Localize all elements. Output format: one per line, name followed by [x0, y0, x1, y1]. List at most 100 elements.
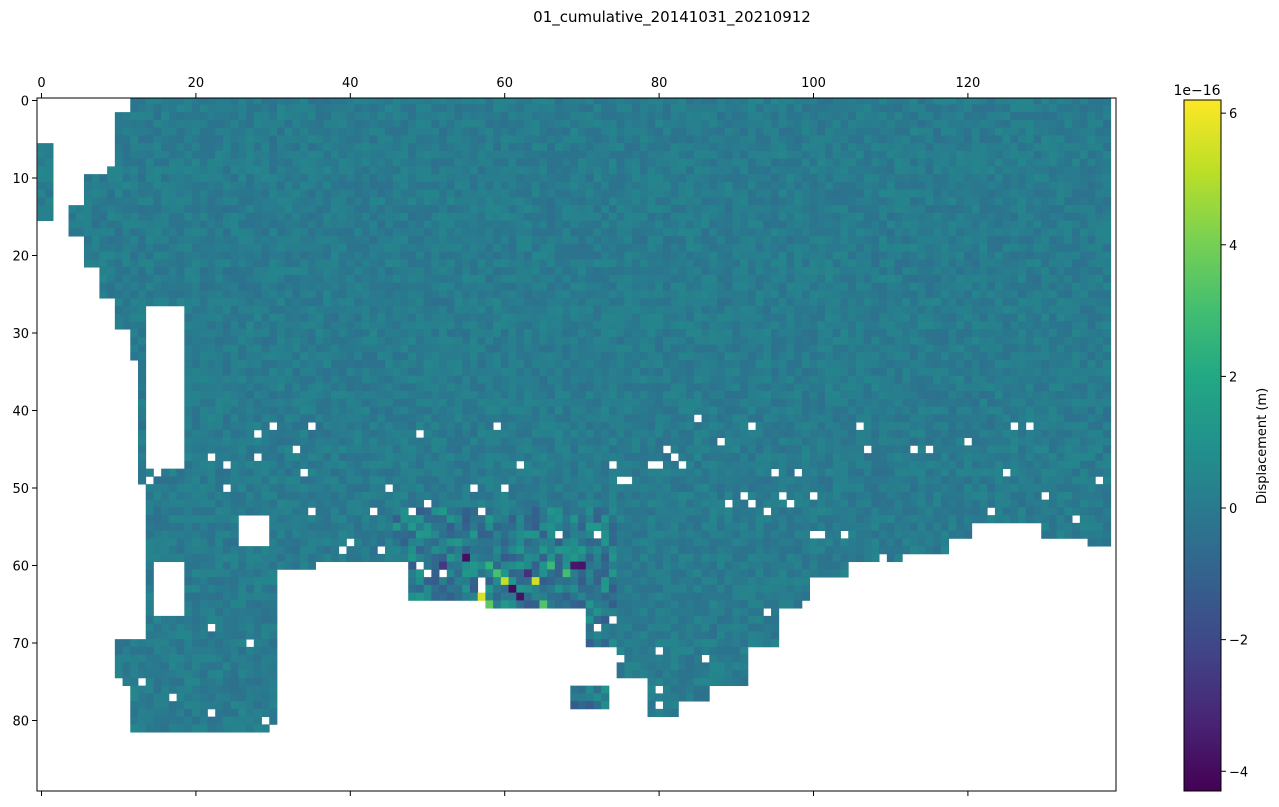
heatmap-cell — [138, 112, 147, 121]
heatmap-cell — [554, 166, 563, 175]
heatmap-cell — [1072, 212, 1081, 222]
heatmap-cell — [68, 228, 77, 237]
heatmap-cell — [462, 189, 471, 198]
heatmap-cell — [524, 305, 533, 315]
heatmap-cell — [778, 236, 787, 245]
heatmap-cell — [871, 290, 880, 299]
heatmap-cell — [639, 259, 648, 268]
heatmap-cell — [230, 166, 239, 175]
heatmap-cell — [199, 243, 208, 253]
heatmap-cell — [469, 329, 479, 338]
heatmap-cell — [276, 98, 286, 105]
heatmap-cell — [377, 259, 386, 268]
heatmap-cell — [168, 259, 177, 268]
heatmap-cell — [1095, 98, 1104, 105]
heatmap-cell — [207, 243, 216, 253]
heatmap-cell — [408, 98, 417, 105]
heatmap-cell — [686, 259, 695, 268]
heatmap-cell — [747, 360, 756, 369]
heatmap-cell — [747, 391, 756, 400]
heatmap-cell — [361, 189, 370, 198]
heatmap-cell — [910, 367, 919, 377]
heatmap-cell — [246, 127, 255, 136]
heatmap-cell — [454, 150, 463, 160]
heatmap-cell — [284, 383, 293, 392]
heatmap-cell — [562, 220, 571, 229]
heatmap-cell — [1002, 344, 1011, 353]
heatmap-cell — [161, 158, 170, 167]
heatmap-cell — [956, 150, 965, 160]
heatmap-cell — [400, 158, 409, 167]
heatmap-cell — [1056, 367, 1065, 377]
heatmap-cell — [485, 236, 494, 245]
heatmap-cell — [786, 98, 795, 105]
heatmap-cell — [662, 150, 672, 160]
heatmap-cell — [138, 290, 147, 299]
heatmap-cell — [948, 360, 957, 369]
heatmap-cell — [855, 274, 865, 284]
heatmap-cell — [222, 267, 232, 276]
heatmap-cell — [987, 298, 996, 307]
heatmap-cell — [531, 282, 540, 291]
heatmap-cell — [786, 143, 795, 152]
heatmap-cell — [431, 119, 440, 129]
heatmap-cell — [717, 329, 726, 338]
heatmap-cell — [662, 383, 672, 392]
heatmap-cell — [801, 236, 811, 245]
heatmap-cell — [400, 383, 409, 392]
heatmap-cell — [585, 189, 594, 198]
heatmap-cell — [469, 212, 479, 222]
heatmap-cell — [747, 282, 756, 291]
heatmap-cell — [446, 305, 455, 315]
heatmap-cell — [415, 282, 425, 291]
heatmap-cell — [964, 290, 973, 299]
heatmap-cell — [222, 290, 232, 299]
heatmap-cell — [778, 282, 787, 291]
heatmap-cell — [539, 352, 548, 361]
heatmap-cell — [485, 375, 494, 384]
heatmap-cell — [1079, 220, 1088, 229]
heatmap-cell — [832, 321, 841, 330]
heatmap-cell — [83, 220, 93, 229]
heatmap-cell — [1103, 251, 1112, 260]
heatmap-cell — [331, 236, 340, 245]
heatmap-cell — [292, 259, 301, 268]
heatmap-cell — [608, 251, 618, 260]
heatmap-cell — [493, 344, 502, 353]
heatmap-cell — [879, 181, 888, 191]
heatmap-cell — [855, 112, 865, 121]
heatmap-cell — [832, 228, 841, 237]
heatmap-cell — [1079, 150, 1088, 160]
heatmap-cell — [871, 228, 880, 237]
heatmap-cell — [346, 189, 355, 198]
heatmap-cell — [331, 174, 340, 183]
heatmap-cell — [678, 158, 687, 167]
heatmap-cell — [554, 220, 563, 229]
heatmap-cell — [539, 158, 548, 167]
heatmap-cell — [1002, 166, 1011, 175]
heatmap-cell — [647, 391, 656, 400]
heatmap-cell — [1048, 228, 1058, 237]
heatmap-cell — [253, 375, 262, 384]
heatmap-cell — [246, 375, 255, 384]
heatmap-cell — [632, 352, 641, 361]
heatmap-cell — [608, 391, 618, 400]
heatmap-cell — [307, 150, 316, 160]
heatmap-cell — [122, 150, 131, 160]
heatmap-cell — [215, 367, 224, 377]
heatmap-cell — [238, 344, 247, 353]
heatmap-cell — [1103, 375, 1112, 384]
heatmap-cell — [910, 313, 919, 322]
heatmap-cell — [1041, 274, 1050, 284]
heatmap-cell — [863, 352, 872, 361]
heatmap-cell — [1079, 98, 1088, 105]
heatmap-cell — [902, 135, 911, 144]
heatmap-cell — [678, 313, 687, 322]
heatmap-cell — [153, 228, 162, 237]
heatmap-cell — [1002, 360, 1011, 369]
heatmap-cell — [948, 336, 957, 346]
heatmap-cell — [717, 282, 726, 291]
heatmap-cell — [107, 189, 116, 198]
heatmap-cell — [392, 391, 401, 400]
heatmap-cell — [910, 243, 919, 253]
